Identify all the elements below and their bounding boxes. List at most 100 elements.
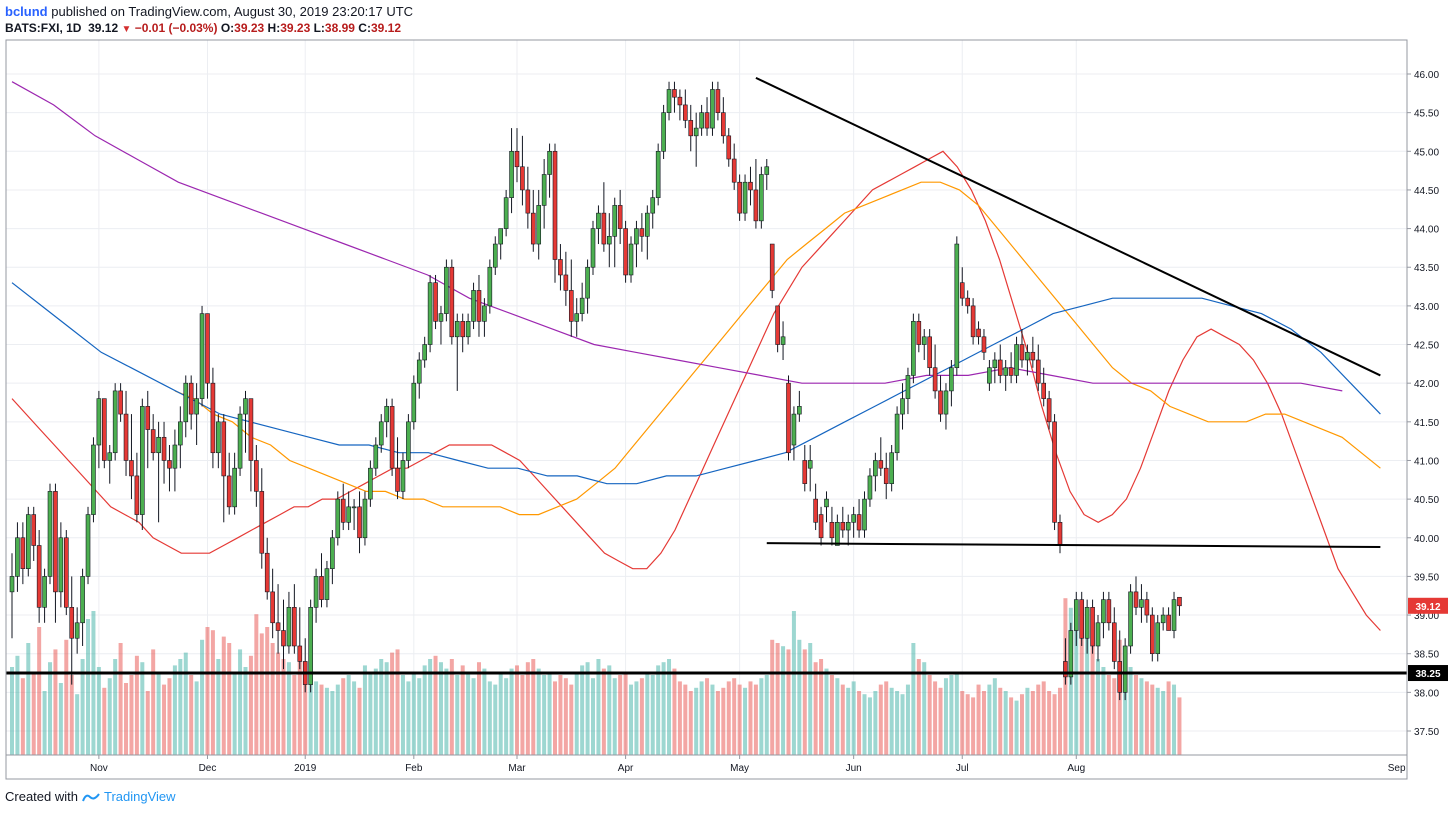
candle[interactable] [1160,607,1166,631]
candle[interactable] [1073,591,1079,646]
candle[interactable] [894,406,900,461]
candle[interactable] [769,243,775,299]
candle[interactable] [921,329,927,360]
candle[interactable] [368,460,373,507]
candle[interactable] [91,437,96,523]
candle[interactable] [1025,344,1030,376]
candle[interactable] [433,274,438,330]
candle[interactable] [959,267,965,306]
candle[interactable] [205,313,210,399]
candle[interactable] [634,220,639,268]
candle[interactable] [20,522,26,585]
candle[interactable] [704,97,710,136]
candle[interactable] [183,375,189,438]
candle[interactable] [134,452,140,523]
candle[interactable] [308,599,313,693]
candle[interactable] [150,414,156,461]
candle[interactable] [362,491,368,546]
candle[interactable] [406,414,411,469]
candle[interactable] [254,445,259,507]
candle[interactable] [889,445,894,492]
candle[interactable] [178,406,183,469]
candle[interactable] [905,367,911,415]
candle[interactable] [601,182,607,252]
candle[interactable] [525,166,531,229]
candle[interactable] [688,104,694,152]
candle[interactable] [389,398,395,476]
candle[interactable] [693,112,699,167]
candle[interactable] [107,445,113,484]
candle[interactable] [1166,607,1171,631]
candle[interactable] [58,522,64,608]
candle[interactable] [53,483,58,623]
candle[interactable] [900,383,905,430]
candle[interactable] [932,344,938,399]
candle[interactable] [112,383,118,461]
candle[interactable] [780,321,786,360]
candle[interactable] [628,236,634,283]
candle[interactable] [232,452,237,515]
time-axis[interactable]: Nov Dec 2019 Feb Mar Apr May Jun Jul Aug Sep [90,755,1406,774]
candle[interactable] [1171,591,1177,639]
candle[interactable] [655,143,661,206]
candle[interactable] [938,375,943,422]
candle[interactable] [726,128,732,167]
candle[interactable] [976,321,981,345]
candle[interactable] [916,313,922,353]
candle[interactable] [835,514,840,546]
candle[interactable] [949,359,954,407]
candle[interactable] [970,298,976,345]
candle[interactable] [818,506,824,546]
candle[interactable] [161,421,167,484]
candle[interactable] [1111,607,1117,670]
candle[interactable] [530,189,536,252]
candle[interactable] [683,89,688,129]
candle[interactable] [965,290,970,314]
candle[interactable] [237,406,243,476]
candle[interactable] [465,313,471,345]
candle[interactable] [585,259,590,314]
candle[interactable] [270,568,275,639]
candle[interactable] [199,305,205,407]
candle[interactable] [721,97,726,144]
candle[interactable] [487,259,493,314]
candle[interactable] [1046,390,1052,430]
candle[interactable] [498,228,504,260]
candle[interactable] [1014,336,1019,384]
candle[interactable] [851,506,856,538]
candle[interactable] [737,174,742,221]
downtrend-line[interactable] [755,76,1381,377]
candle[interactable] [302,638,308,693]
candle[interactable] [85,506,91,585]
candle[interactable] [1101,591,1106,639]
candle[interactable] [764,159,770,190]
candle[interactable] [145,390,151,469]
candle[interactable] [824,491,829,523]
candle[interactable] [1079,591,1085,646]
candle[interactable] [623,220,628,283]
candle[interactable] [981,329,987,360]
candle[interactable] [802,445,808,492]
candle[interactable] [74,607,80,654]
candle[interactable] [422,336,427,368]
candle[interactable] [172,429,178,492]
candle[interactable] [438,305,444,345]
candle[interactable] [1019,329,1025,368]
candle[interactable] [444,259,449,322]
candle[interactable] [460,313,465,353]
candle[interactable] [840,506,846,538]
candle[interactable] [579,282,585,322]
candle[interactable] [42,568,47,623]
candle[interactable] [715,81,721,121]
candle[interactable] [1041,367,1046,407]
candle[interactable] [759,166,764,229]
candle[interactable] [748,166,753,206]
candle[interactable] [807,445,813,492]
candle[interactable] [590,220,596,275]
candle[interactable] [873,452,878,492]
candle[interactable] [194,383,199,446]
candle[interactable] [813,483,818,531]
candle[interactable] [210,367,216,469]
candle[interactable] [80,568,85,646]
